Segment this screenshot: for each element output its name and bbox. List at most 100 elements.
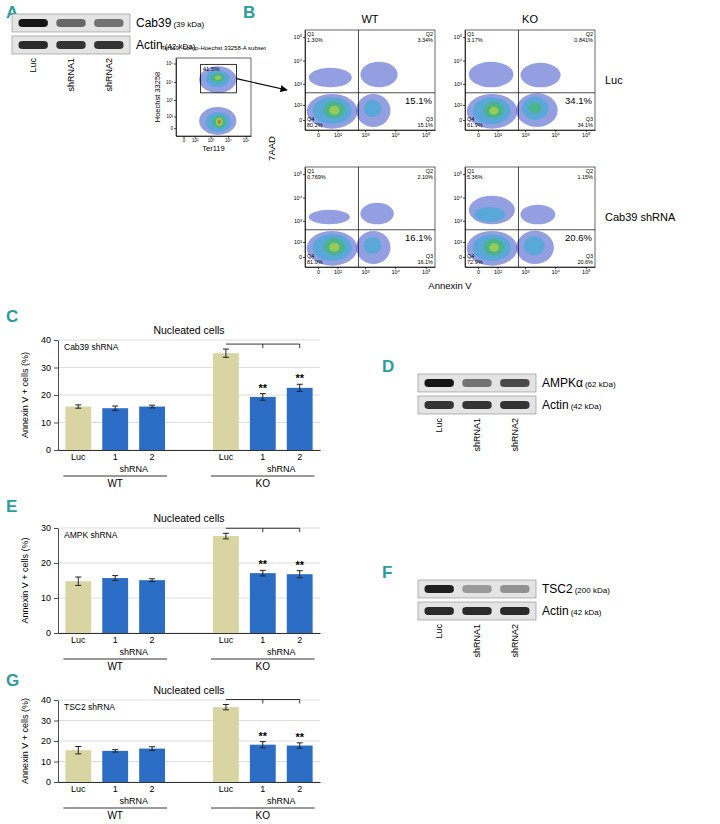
- tick: 10²: [494, 267, 502, 275]
- axis-line: [465, 168, 466, 268]
- tick-label: 10³: [208, 138, 215, 143]
- protein-name: Cab39: [136, 16, 172, 30]
- blot-band: [500, 379, 529, 387]
- bars: [65, 705, 312, 782]
- tick: 10³: [166, 98, 176, 103]
- blot-band: [500, 607, 529, 615]
- error-line: [225, 349, 226, 357]
- quadrant-value: 3.34%: [417, 37, 433, 43]
- tick-label: 10⁴: [551, 269, 560, 275]
- lane-label: shRNA2: [510, 418, 520, 452]
- error-line: [225, 705, 226, 710]
- cell-cluster: [218, 119, 222, 124]
- tick-mark: [303, 257, 305, 258]
- bracket-tick: [262, 344, 263, 348]
- tick-mark: [174, 100, 176, 101]
- tick-mark: [54, 395, 58, 396]
- tick: 1: [260, 635, 265, 645]
- tick-label: 10³: [522, 132, 530, 138]
- tick: 2: [150, 784, 155, 794]
- tick: Luc: [219, 784, 234, 794]
- lane-label: shRNA1: [66, 58, 76, 92]
- tick: 10²: [294, 239, 305, 245]
- cell-cluster: [364, 237, 382, 254]
- error-line: [299, 743, 300, 748]
- error-cap: [75, 746, 81, 747]
- cell-cluster: [212, 115, 226, 128]
- bar: [65, 581, 91, 633]
- chart-title: Nucleated cells: [153, 684, 224, 696]
- lane-label: Luc: [434, 624, 444, 639]
- cell-cluster: [206, 112, 232, 132]
- error-bar: [112, 406, 118, 410]
- error-cap: [112, 749, 118, 750]
- grid-line: [58, 340, 320, 341]
- tick: Luc: [71, 452, 86, 462]
- tick: 0: [477, 130, 480, 138]
- tick: 10⁵: [243, 136, 250, 143]
- axis-line: [58, 701, 59, 783]
- error-line: [78, 577, 79, 585]
- bar: [287, 574, 313, 633]
- grid-line: [58, 720, 320, 721]
- sub-label: shRNA: [119, 647, 148, 657]
- blot-band: [425, 607, 454, 615]
- tick-label: 40: [41, 335, 51, 345]
- tick: 10⁵: [294, 171, 305, 177]
- blot-band: [462, 379, 491, 387]
- error-cap: [297, 748, 303, 749]
- error-cap: [223, 349, 229, 350]
- tick-label: 2: [297, 635, 302, 645]
- tick: 10³: [454, 218, 465, 224]
- tick: 10²: [334, 130, 342, 138]
- quadrant-value: 61.9%: [467, 122, 483, 128]
- axis: Luc12Luc12: [59, 451, 321, 463]
- error-cap: [75, 585, 81, 586]
- tick-mark: [303, 120, 305, 121]
- protein-size: (42 kDa): [571, 402, 602, 411]
- tick: 0: [299, 254, 305, 260]
- error-cap: [149, 750, 155, 751]
- cell-cluster: [489, 243, 499, 252]
- tick-label: 30: [41, 363, 51, 373]
- error-cap: [75, 408, 81, 409]
- tick: 0: [46, 777, 58, 787]
- blot-band: [56, 41, 85, 49]
- grid-line: [58, 563, 320, 564]
- grid: [58, 528, 320, 633]
- tick: 20: [41, 736, 58, 746]
- axis: 010²10³10⁴10⁵: [294, 168, 306, 268]
- bar: [250, 397, 276, 450]
- axis-line: [59, 633, 321, 634]
- tick-label: 1: [113, 635, 118, 645]
- blot-band: [94, 41, 123, 49]
- grid-line: [58, 395, 320, 396]
- blot-strip: [12, 36, 130, 54]
- error-bar: [112, 576, 118, 581]
- error-cap: [260, 575, 266, 576]
- error-cap: [149, 405, 155, 406]
- error-cap: [260, 400, 266, 401]
- cell-cluster: [307, 231, 358, 266]
- tick-label: 2: [150, 784, 155, 794]
- tick: 10: [41, 757, 58, 767]
- cell-cluster: [524, 236, 545, 255]
- protein-name: TSC2: [542, 582, 573, 596]
- bar: [102, 408, 128, 450]
- highlight-value: 16.1%: [405, 232, 432, 243]
- bars: [65, 349, 312, 450]
- tick-label: 0: [46, 445, 51, 455]
- quadrant-gate: [358, 30, 359, 130]
- tick-label: 10²: [334, 269, 342, 275]
- axis: 010²10³10⁴10⁵: [454, 168, 466, 268]
- error-bar: [149, 747, 155, 751]
- error-cap: [75, 577, 81, 578]
- cell-cluster: [469, 196, 515, 225]
- tick: 10⁴: [225, 136, 232, 143]
- axis-title: Hoechst 33258: [153, 72, 162, 122]
- grid-line: [58, 741, 320, 742]
- tick-label: 10⁴: [294, 58, 303, 64]
- tick-label: 0: [459, 117, 462, 123]
- tick-label: 10⁵: [166, 61, 173, 66]
- chart-title: Nucleated cells: [153, 324, 224, 336]
